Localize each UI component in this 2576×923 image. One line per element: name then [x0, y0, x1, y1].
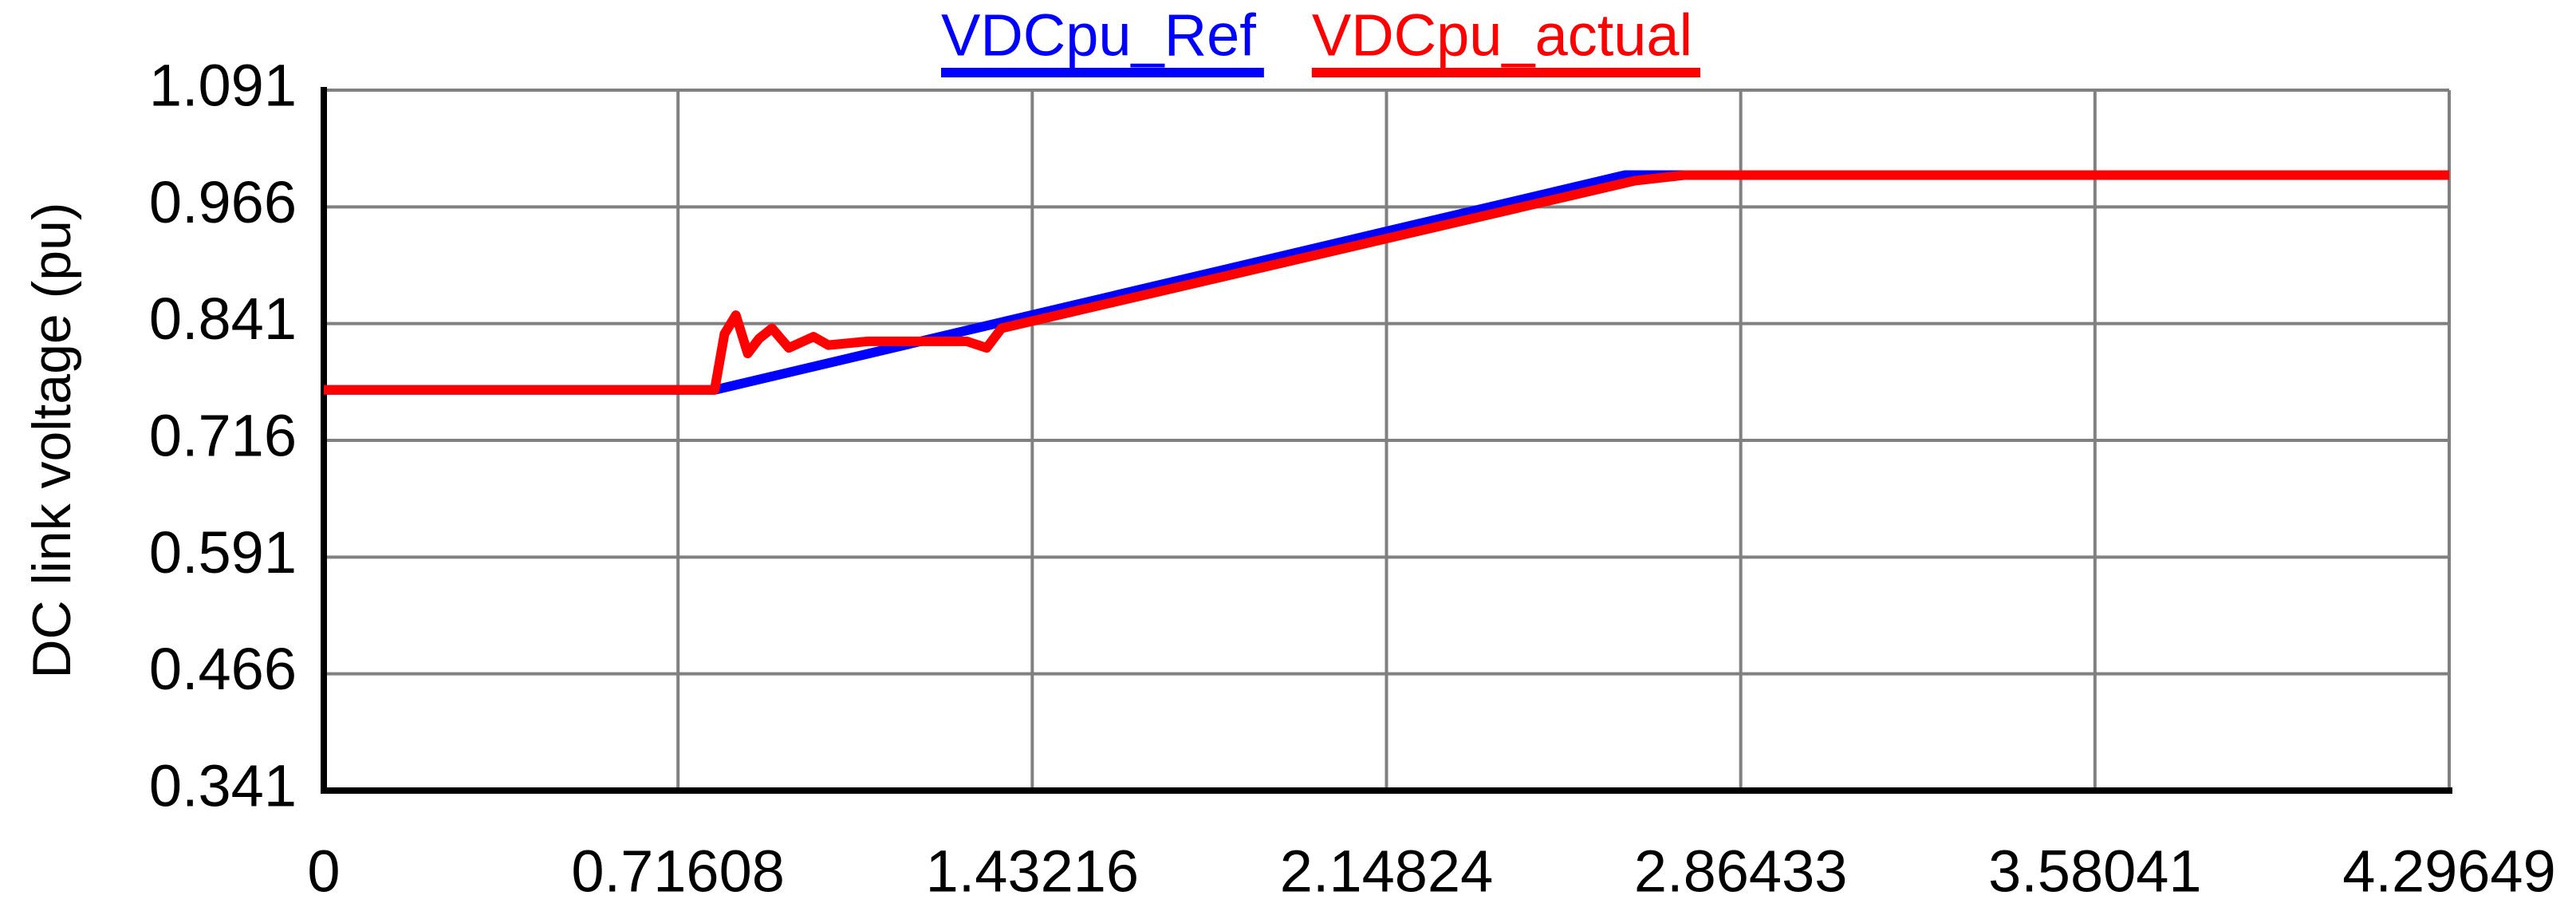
- y-tick-label: 0.966: [149, 169, 297, 235]
- x-tick-label: 0.71608: [571, 838, 785, 905]
- y-axis-label: DC link voltage (pu): [22, 202, 82, 678]
- y-tick-label: 0.341: [149, 753, 297, 819]
- y-tick-label: 0.841: [149, 286, 297, 352]
- x-tick-label: 0: [307, 838, 340, 905]
- x-tick-label: 2.86433: [1634, 838, 1848, 905]
- x-tick-label: 1.43216: [926, 838, 1140, 905]
- data-line: [324, 170, 2449, 395]
- y-tick-label: 1.091: [149, 53, 297, 119]
- y-tick-label: 0.466: [149, 636, 297, 702]
- y-tick-label: 0.716: [149, 403, 297, 469]
- x-tick-label: 4.29649: [2342, 838, 2556, 905]
- y-tick-label: 0.591: [149, 519, 297, 586]
- x-tick-label: 3.58041: [1988, 838, 2202, 905]
- legend-label: VDCpu_Ref: [941, 2, 1256, 69]
- x-tick-label: 2.14824: [1280, 838, 1494, 905]
- legend-label: VDCpu_actual: [1312, 2, 1692, 69]
